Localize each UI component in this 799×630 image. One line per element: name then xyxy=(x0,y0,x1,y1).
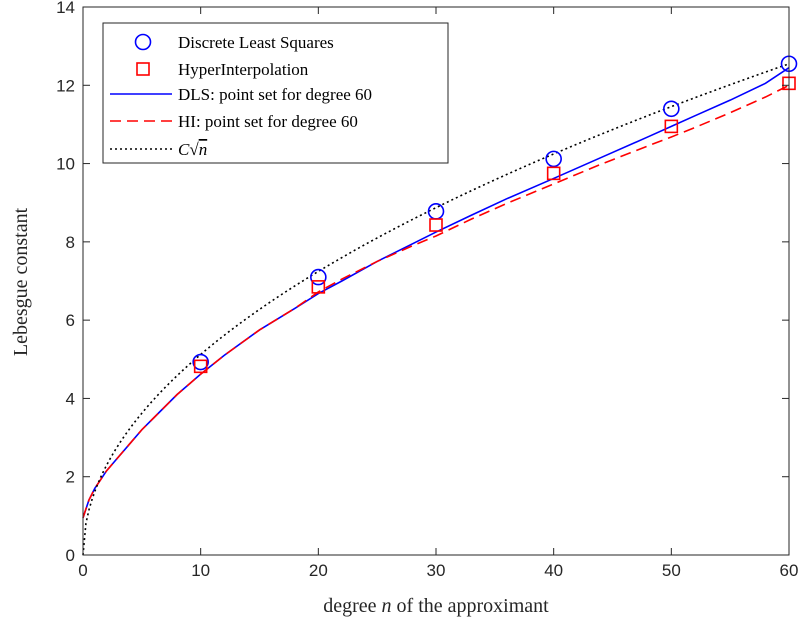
x-tick-label: 40 xyxy=(544,561,563,580)
x-tick-label: 0 xyxy=(78,561,87,580)
hi-square-marker xyxy=(664,119,679,134)
hi-square-marker xyxy=(311,280,326,294)
legend-square-marker-icon xyxy=(136,62,150,76)
legend-sqrt-sign: √ xyxy=(189,140,199,159)
y-tick-label: 10 xyxy=(56,155,75,174)
legend-label-hi-markers: HyperInterpolation xyxy=(178,60,309,79)
y-tick-label: 0 xyxy=(66,546,75,565)
x-axis-title-part-1: degree xyxy=(323,595,381,617)
legend-constant-c: C xyxy=(178,140,190,159)
legend-label-dls-markers: Discrete Least Squares xyxy=(178,33,334,52)
legend-item-sqrt-curve: C√n xyxy=(110,140,207,159)
legend-variable-n: n xyxy=(199,140,208,159)
x-tick-label: 10 xyxy=(191,561,210,580)
y-axis-ticks: 0 2 4 6 8 10 12 14 xyxy=(56,0,789,565)
dls-circle-marker xyxy=(192,353,209,371)
series-line-hi-dashed xyxy=(82,84,790,519)
x-axis-title-variable: n xyxy=(382,595,392,617)
y-axis-title: Lebesgue constant xyxy=(10,207,32,356)
legend: Discrete Least Squares HyperInterpolatio… xyxy=(102,22,449,164)
y-tick-label: 8 xyxy=(66,233,75,252)
legend-item-hi-line: HI: point set for degree 60 xyxy=(110,112,358,131)
hi-square-marker xyxy=(429,218,443,232)
dls-circle-marker xyxy=(663,100,680,118)
x-tick-label: 20 xyxy=(309,561,328,580)
legend-item-dls-markers: Discrete Least Squares xyxy=(134,33,334,52)
hi-square-marker xyxy=(546,166,561,181)
y-tick-label: 4 xyxy=(66,389,75,408)
legend-label-dls-line: DLS: point set for degree 60 xyxy=(178,85,372,104)
legend-item-dls-line: DLS: point set for degree 60 xyxy=(110,85,372,104)
y-tick-label: 14 xyxy=(56,0,75,17)
y-tick-label: 2 xyxy=(66,468,75,487)
x-tick-label: 30 xyxy=(427,561,446,580)
series-line-dls-solid xyxy=(82,67,790,519)
x-axis-ticks: 0 10 20 30 40 50 60 xyxy=(78,7,798,580)
x-tick-label: 60 xyxy=(780,561,799,580)
x-tick-label: 50 xyxy=(662,561,681,580)
x-axis-title-part-2: of the approximant xyxy=(392,595,550,617)
y-tick-label: 6 xyxy=(66,311,75,330)
legend-label-sqrt-curve: C√n xyxy=(178,140,207,159)
y-tick-label: 12 xyxy=(56,76,75,95)
hi-square-marker xyxy=(193,359,208,374)
x-axis-title: degree n of the approximant xyxy=(323,595,549,617)
legend-item-hi-markers: HyperInterpolation xyxy=(136,60,309,79)
legend-circle-marker-icon xyxy=(134,33,152,51)
legend-label-hi-line: HI: point set for degree 60 xyxy=(178,112,358,131)
dls-circle-marker xyxy=(545,150,562,168)
plot-lines-group xyxy=(82,63,790,556)
dls-circle-marker xyxy=(310,268,327,286)
legend-box xyxy=(102,22,449,164)
